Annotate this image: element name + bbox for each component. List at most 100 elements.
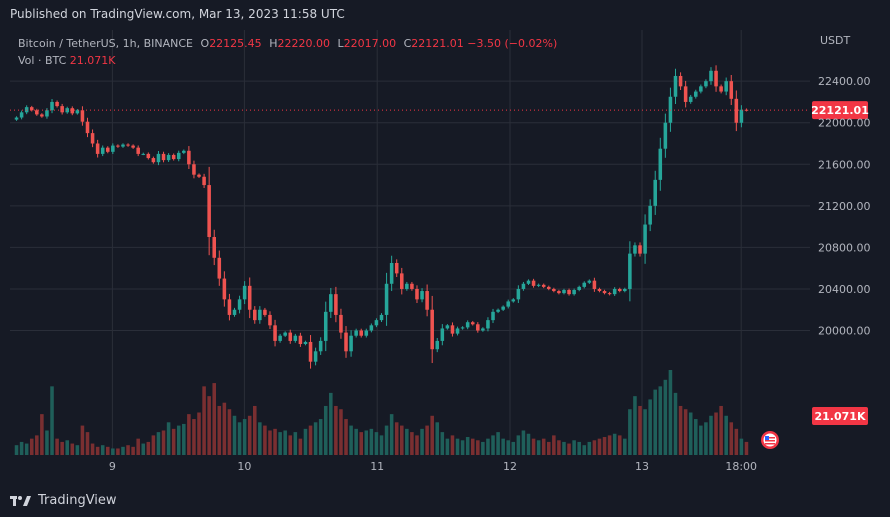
candle-body <box>131 145 135 148</box>
candle-body <box>567 290 571 295</box>
candle-body <box>227 299 232 315</box>
volume-bar <box>354 428 358 455</box>
candle-body <box>597 288 602 292</box>
candle-body <box>486 320 490 329</box>
volume-bar <box>607 435 612 455</box>
candle-body <box>126 144 130 146</box>
x-tick-label: 9 <box>109 460 116 473</box>
last-price-label: 22121.01 <box>811 104 869 117</box>
candle-body <box>455 328 460 334</box>
candle-body <box>496 309 500 312</box>
y-tick-label: 21200.00 <box>818 200 871 213</box>
volume-bar <box>531 438 536 455</box>
candle-body <box>623 288 627 292</box>
volume-bar <box>45 430 49 455</box>
legend-close: 22121.01 <box>411 37 464 50</box>
volume-bar <box>111 448 115 455</box>
candle-body <box>55 101 59 107</box>
volume-bar <box>288 435 293 455</box>
volume-bar <box>90 443 95 455</box>
candle-body <box>450 325 455 334</box>
candle-body <box>481 328 485 331</box>
x-tick-label: 10 <box>237 460 251 473</box>
volume-bar <box>486 438 490 455</box>
volume-bar <box>541 438 546 455</box>
volume-bar <box>303 428 308 455</box>
legend-close-label: C <box>403 37 412 50</box>
us-flag-event-icon[interactable] <box>761 431 779 449</box>
candle-body <box>379 314 384 321</box>
candle-body <box>617 288 622 292</box>
volume-bar <box>339 409 343 455</box>
volume-bar <box>80 425 85 455</box>
price-chart[interactable]: 22121.01 21.071K 20000.00 20400.00 20800.00… <box>10 30 880 485</box>
volume-bar <box>673 392 678 455</box>
volume-bar <box>207 396 211 455</box>
candle-body <box>45 110 49 117</box>
volume-bar <box>121 446 125 455</box>
candle-body <box>166 154 171 161</box>
volume-bar <box>506 440 510 455</box>
legend-symbol[interactable]: Bitcoin / TetherUS, 1h, BINANCE <box>18 37 194 50</box>
volume-bar <box>278 432 282 455</box>
volume-bar <box>268 430 272 455</box>
candle-body <box>592 280 597 289</box>
candle-body <box>704 81 708 87</box>
volume-bar <box>617 435 622 455</box>
candle-body <box>156 153 161 163</box>
legend-open-label: O <box>200 37 210 50</box>
y-tick-label: 20400.00 <box>818 283 871 296</box>
volume-bar <box>161 430 166 455</box>
volume-bar <box>435 422 440 455</box>
candle-body <box>688 96 693 102</box>
legend-vol: 21.071K <box>69 54 116 67</box>
volume-bar <box>40 414 44 455</box>
volume-bar <box>734 428 739 455</box>
volume-bar <box>415 435 419 455</box>
currency-label: USDT <box>820 34 851 47</box>
volume-bar <box>688 412 693 455</box>
legend-vol-label[interactable]: Vol · BTC <box>18 54 67 67</box>
candle-body <box>562 290 566 294</box>
candle-body <box>35 110 39 115</box>
volume-bar <box>394 422 399 455</box>
volume-bar <box>344 419 348 455</box>
volume-bar <box>567 443 571 455</box>
y-tick-label: 21600.00 <box>818 158 871 171</box>
volume-bar <box>212 383 216 455</box>
volume-bar <box>106 446 110 455</box>
candle-body <box>14 117 19 120</box>
volume-bar <box>430 415 434 455</box>
candle-body <box>470 322 475 325</box>
chart-area[interactable]: 22121.01 21.071K 20000.00 20400.00 20800.00… <box>10 30 880 485</box>
volume-bar <box>709 415 713 455</box>
legend-low-label: L <box>337 37 344 50</box>
candle-body <box>729 81 734 99</box>
volume-bar <box>227 409 232 455</box>
candle-body <box>359 330 363 336</box>
volume-bar <box>699 425 703 455</box>
legend-change: −3.50 (−0.02%) <box>467 37 558 50</box>
candle-body <box>151 158 156 163</box>
candle-body <box>116 145 120 147</box>
legend-high-label: H <box>269 37 278 50</box>
candle-body <box>90 133 95 144</box>
candle-body <box>547 286 551 289</box>
candle-body <box>141 153 146 155</box>
volume-bar <box>253 405 257 455</box>
volume-bar <box>714 412 718 455</box>
candle-body <box>146 153 151 159</box>
candle-body <box>50 101 54 111</box>
candle-body <box>242 285 247 300</box>
candle-body <box>106 147 110 152</box>
candle-body <box>374 320 379 326</box>
volume-bar <box>719 405 723 455</box>
candle-body <box>633 245 637 254</box>
last-price-tag <box>812 101 868 120</box>
volume-bar <box>136 438 140 455</box>
volume-bar <box>75 445 80 455</box>
volume-bar <box>384 425 389 455</box>
candle-body <box>405 283 409 289</box>
candle-body <box>176 152 181 160</box>
candle-body <box>161 153 166 161</box>
